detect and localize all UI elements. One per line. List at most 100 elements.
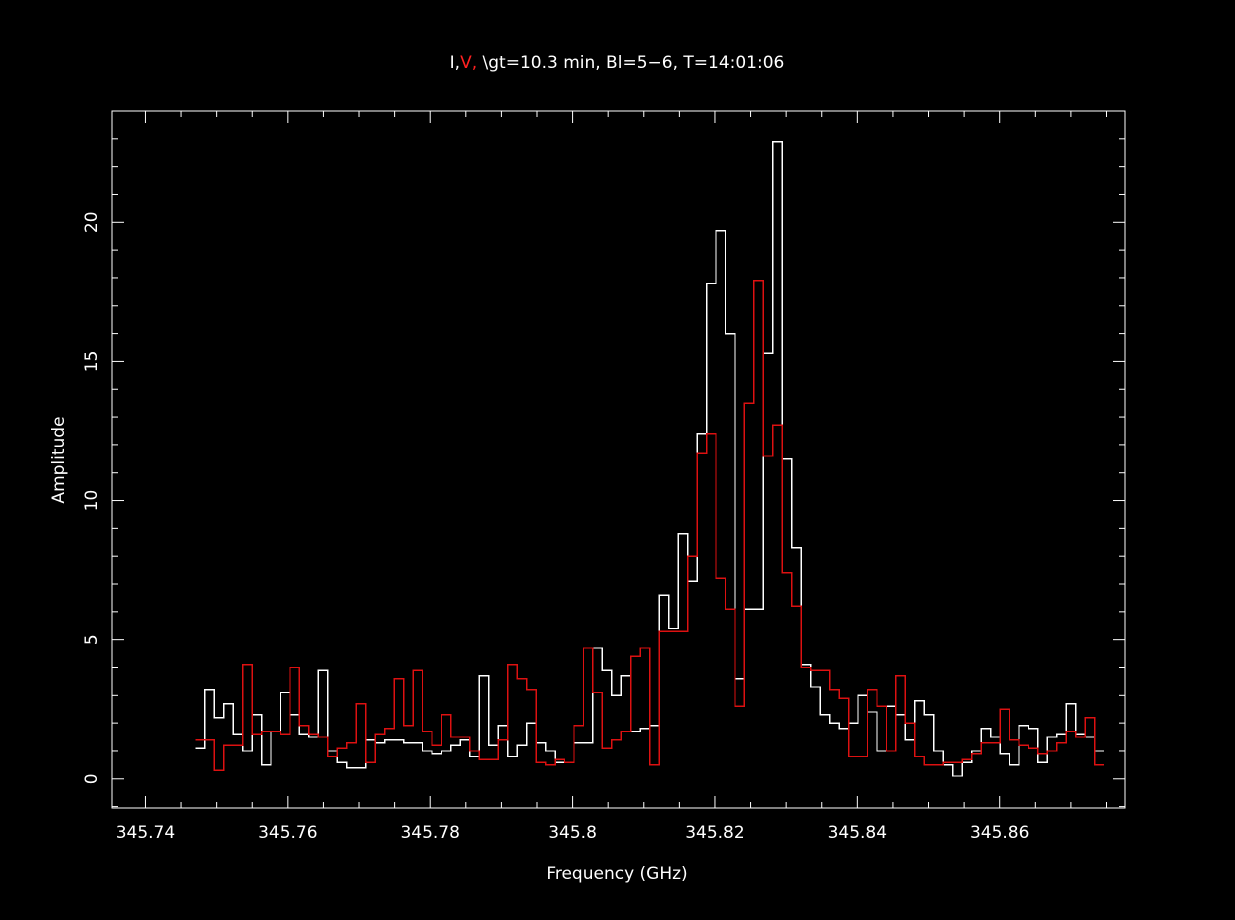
data-point <box>1042 753 1043 754</box>
data-point <box>720 230 721 231</box>
data-point <box>1004 709 1005 710</box>
data-point <box>493 745 494 746</box>
data-point <box>408 725 409 726</box>
data-point <box>1089 717 1090 718</box>
data-point <box>985 728 986 729</box>
chart-title: I,V, \gt=10.3 min, Bl=5−6, T=14:01:06 <box>450 53 785 73</box>
data-point <box>304 734 305 735</box>
data-point <box>379 742 380 743</box>
data-point <box>351 742 352 743</box>
y-tick-label: 10 <box>82 490 102 512</box>
data-point <box>1089 736 1090 737</box>
data-point <box>1052 750 1053 751</box>
data-point <box>228 703 229 704</box>
data-point <box>853 756 854 757</box>
data-point <box>332 750 333 751</box>
series-V <box>195 280 1105 772</box>
data-point <box>360 767 361 768</box>
data-point <box>673 631 674 632</box>
data-point <box>379 734 380 735</box>
data-point <box>910 723 911 724</box>
data-point <box>266 764 267 765</box>
data-point <box>323 670 324 671</box>
data-point <box>815 670 816 671</box>
data-point <box>455 736 456 737</box>
data-point <box>843 728 844 729</box>
data-point <box>427 750 428 751</box>
data-point <box>749 609 750 610</box>
minor-ticks <box>112 110 1125 808</box>
data-point <box>597 692 598 693</box>
data-point <box>758 609 759 610</box>
data-point <box>285 734 286 735</box>
data-point <box>891 750 892 751</box>
data-point <box>1014 739 1015 740</box>
data-point <box>559 762 560 763</box>
data-point <box>569 762 570 763</box>
y-axis-label: Amplitude <box>49 416 69 503</box>
data-point <box>796 606 797 607</box>
data-point <box>228 745 229 746</box>
data-point <box>834 689 835 690</box>
data-point <box>256 714 257 715</box>
data-point <box>824 714 825 715</box>
data-point <box>1033 728 1034 729</box>
data-point <box>635 656 636 657</box>
data-point <box>1080 734 1081 735</box>
data-point <box>607 748 608 749</box>
data-point <box>446 750 447 751</box>
data-point <box>398 678 399 679</box>
data-point <box>853 723 854 724</box>
data-point <box>1080 736 1081 737</box>
data-point <box>872 689 873 690</box>
data-point <box>275 731 276 732</box>
data-point <box>484 675 485 676</box>
major-ticks <box>112 111 1125 808</box>
data-point <box>815 686 816 687</box>
data-point <box>285 692 286 693</box>
data-point <box>919 756 920 757</box>
x-tick-label: 345.74 <box>116 823 175 843</box>
y-tick-label: 0 <box>82 773 102 784</box>
data-point <box>749 403 750 404</box>
data-point <box>1061 742 1062 743</box>
data-point <box>663 631 664 632</box>
series-layer <box>195 140 1105 777</box>
y-tick-label: 20 <box>82 211 102 233</box>
y-tick-label: 15 <box>82 351 102 373</box>
data-point <box>389 739 390 740</box>
data-point <box>474 756 475 757</box>
data-point <box>237 745 238 746</box>
data-point <box>313 736 314 737</box>
data-point <box>881 706 882 707</box>
data-point <box>218 717 219 718</box>
data-point <box>739 678 740 679</box>
data-point <box>616 695 617 696</box>
data-point <box>294 714 295 715</box>
data-point <box>256 734 257 735</box>
data-point <box>663 595 664 596</box>
data-point <box>701 433 702 434</box>
data-point <box>673 628 674 629</box>
data-point <box>929 714 930 715</box>
y-tick-labels: 0 5 10 15 20 <box>82 211 102 784</box>
data-point <box>1023 725 1024 726</box>
data-point <box>701 453 702 454</box>
data-point <box>786 458 787 459</box>
data-point <box>607 670 608 671</box>
data-point <box>682 631 683 632</box>
title-part-2: \gt=10.3 min, Bl=5−6, T=14:01:06 <box>477 53 784 73</box>
data-point <box>502 725 503 726</box>
title-part-0: I, <box>450 53 460 73</box>
data-point <box>938 764 939 765</box>
data-point <box>417 670 418 671</box>
data-point <box>929 764 930 765</box>
data-point <box>711 283 712 284</box>
title-part-1: V, <box>460 53 477 73</box>
data-point <box>427 731 428 732</box>
data-point <box>370 739 371 740</box>
data-point <box>862 756 863 757</box>
data-point <box>786 572 787 573</box>
x-tick-label: 345.86 <box>970 823 1029 843</box>
